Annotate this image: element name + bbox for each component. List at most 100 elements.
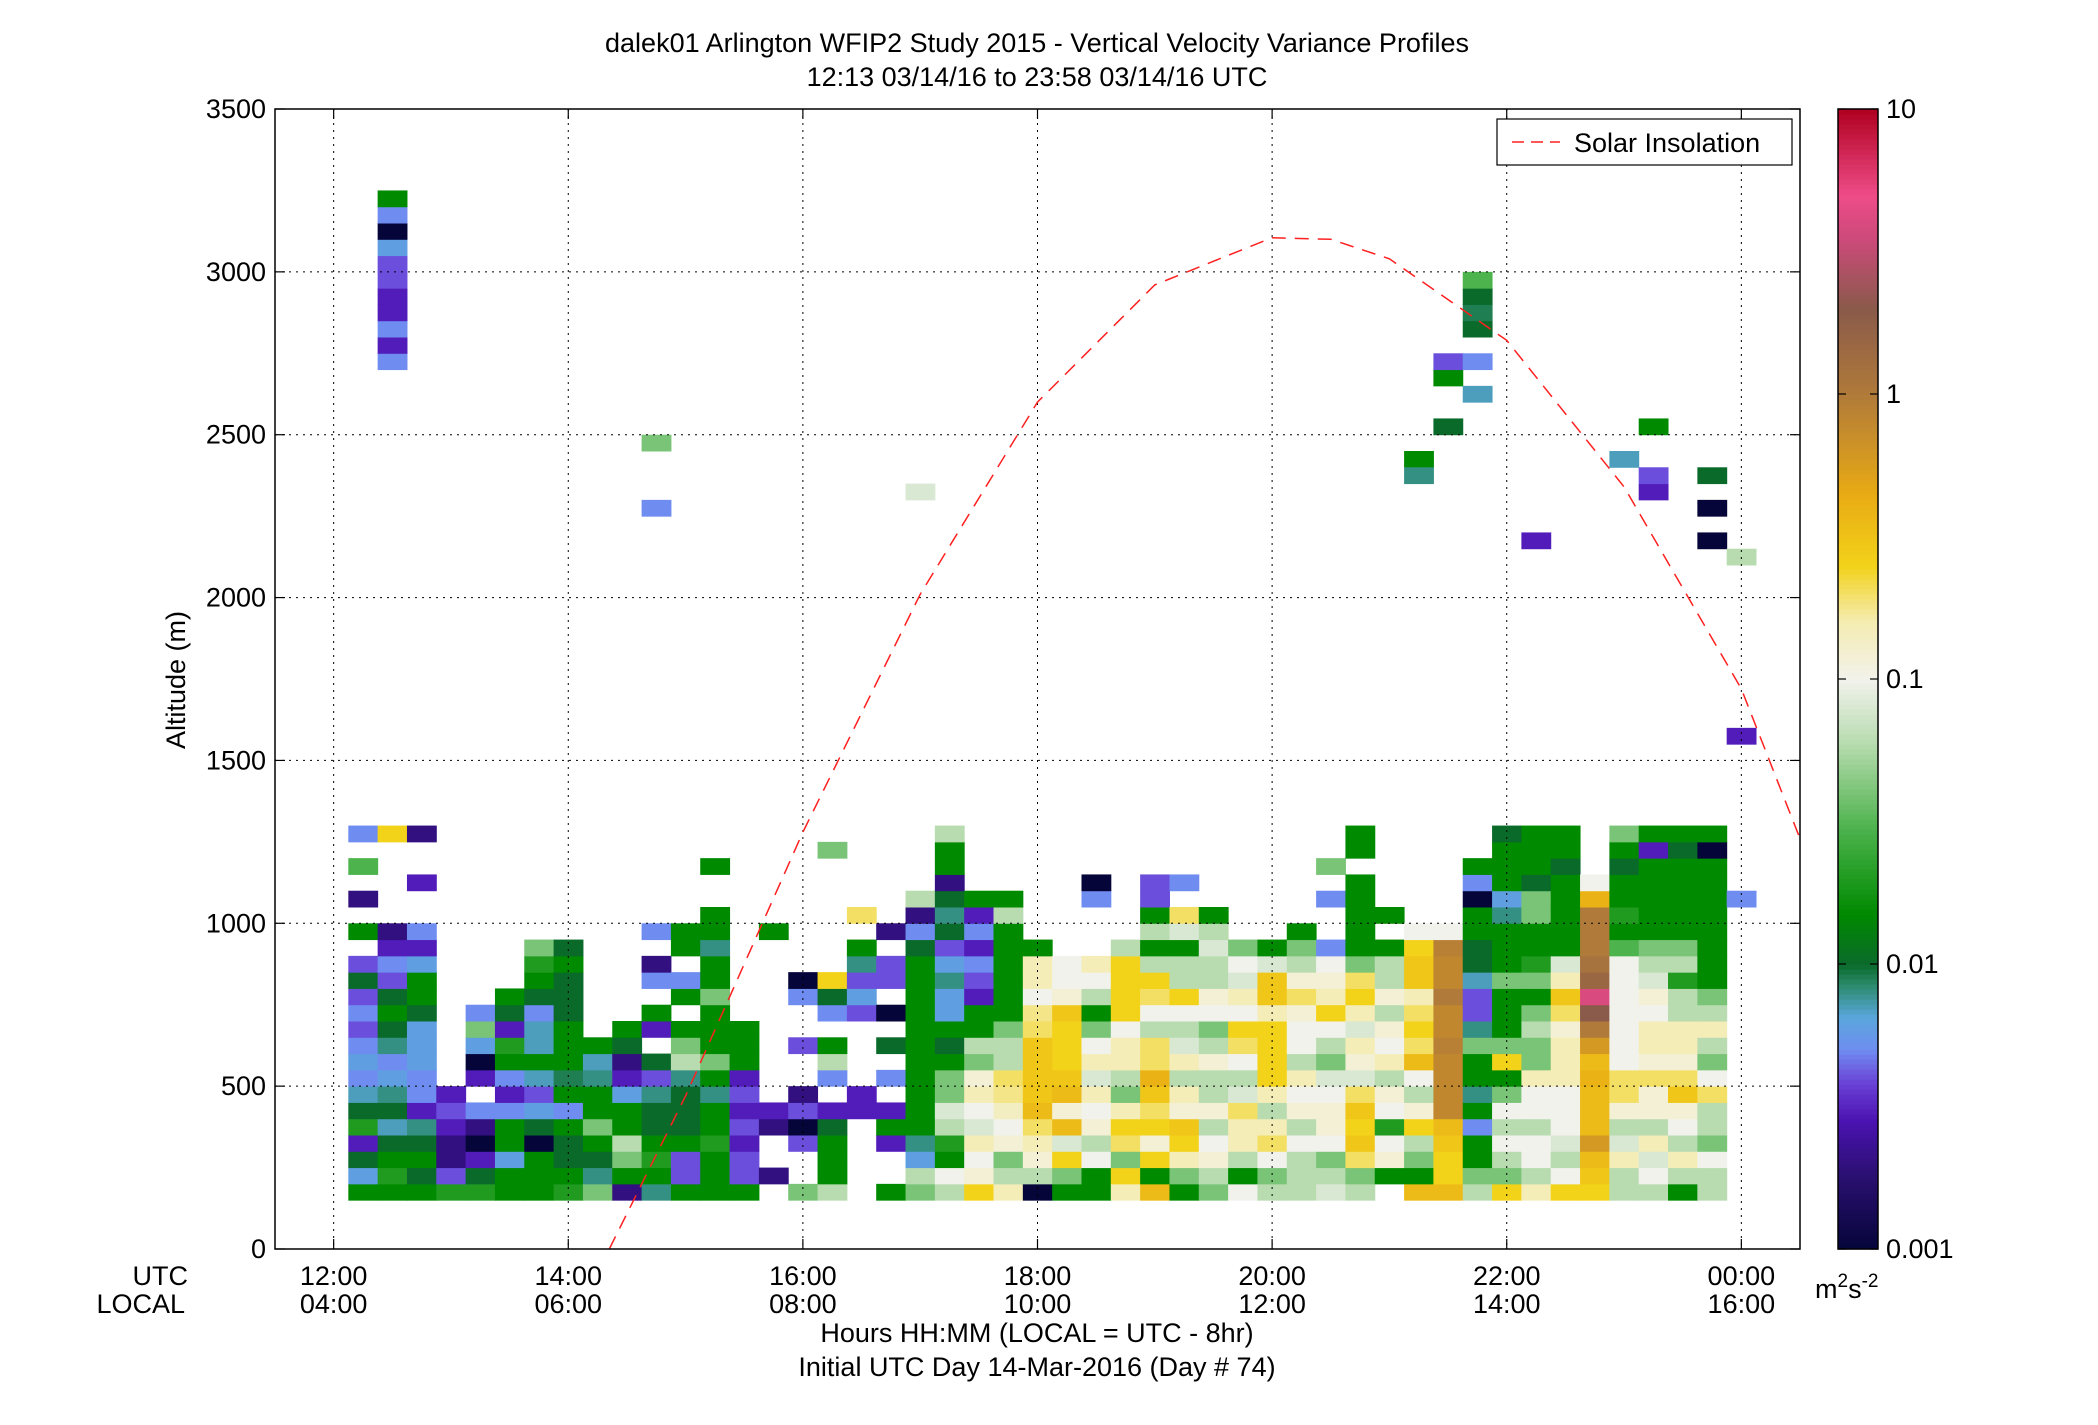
heatmap-cell (1140, 1183, 1170, 1201)
legend-label-solar: Solar Insolation (1574, 128, 1760, 158)
heatmap-cell (1286, 923, 1317, 941)
colorbar-band (1838, 1084, 1878, 1090)
heatmap-cell (1110, 1069, 1141, 1087)
colorbar-band (1838, 974, 1878, 980)
heatmap-cell (1404, 1037, 1434, 1055)
heatmap-cell (1609, 1118, 1640, 1136)
heatmap-cell (1433, 353, 1464, 371)
heatmap-cell (1374, 1086, 1405, 1103)
heatmap-cell (1140, 972, 1170, 989)
heatmap-cell (1580, 1135, 1610, 1152)
heatmap-cell (1286, 1086, 1317, 1103)
heatmap-cell (1580, 1167, 1610, 1185)
heatmap-cell (1580, 939, 1610, 957)
heatmap-cell (1374, 1069, 1405, 1087)
heatmap-cell (1052, 1053, 1082, 1071)
heatmap-cell (964, 1151, 995, 1169)
heatmap-cell (1668, 1069, 1698, 1087)
heatmap-cell (1668, 1037, 1698, 1055)
heatmap-cell (1198, 988, 1229, 1006)
heatmap-cell (1257, 972, 1288, 989)
heatmap-cell (934, 874, 965, 892)
heatmap-cell (934, 1069, 965, 1087)
heatmap-cell (876, 1135, 907, 1152)
heatmap-cell (1374, 1118, 1405, 1136)
colorbar-band (1838, 454, 1878, 460)
heatmap-cell (1521, 1102, 1552, 1120)
heatmap-cell (1345, 1053, 1376, 1071)
heatmap-cell (494, 1004, 525, 1022)
heatmap-cell (1198, 939, 1229, 957)
heatmap-cell (1374, 907, 1405, 924)
colorbar-band (1838, 764, 1878, 770)
heatmap-cell (1638, 1167, 1669, 1185)
heatmap-cell (1550, 988, 1581, 1006)
heatmap-cell (406, 1037, 437, 1055)
heatmap-cell (1492, 1135, 1522, 1152)
heatmap-cell (1198, 923, 1229, 941)
heatmap-cell (1697, 858, 1728, 875)
heatmap-cell (1110, 1004, 1141, 1022)
heatmap-cell (406, 923, 437, 941)
heatmap-cell (406, 1167, 437, 1185)
heatmap-cell (1521, 1135, 1552, 1152)
heatmap-cell (1228, 1167, 1258, 1185)
heatmap-cell (1169, 1118, 1200, 1136)
colorbar-band (1838, 634, 1878, 640)
heatmap-cell (788, 988, 819, 1006)
heatmap-cell (905, 955, 936, 973)
heatmap-cell (1345, 1102, 1376, 1120)
heatmap-cell (1257, 939, 1288, 957)
heatmap-cell (1110, 1086, 1141, 1103)
colorbar-unit-base: m (1815, 1274, 1838, 1304)
heatmap-cell (524, 1004, 555, 1022)
heatmap-cell (1286, 972, 1317, 989)
heatmap-cell (1492, 874, 1522, 892)
heatmap-cell (817, 1004, 848, 1022)
colorbar-band (1838, 579, 1878, 585)
heatmap-cell (1345, 1167, 1376, 1185)
heatmap-cell (1433, 988, 1464, 1006)
heatmap-cell (1462, 858, 1493, 875)
heatmap-cell (1198, 1004, 1229, 1022)
heatmap-cell (934, 841, 965, 859)
heatmap-cell (1521, 907, 1552, 924)
heatmap-cell (1316, 955, 1346, 973)
heatmap-cell (1492, 1086, 1522, 1103)
heatmap-cell (1609, 1069, 1640, 1087)
heatmap-cell (641, 1151, 672, 1169)
heatmap-cell (1638, 1053, 1669, 1071)
heatmap-cell (377, 1021, 408, 1038)
colorbar-band (1838, 1149, 1878, 1155)
colorbar-band (1838, 959, 1878, 965)
heatmap-cell (553, 939, 584, 957)
heatmap-cell (1404, 467, 1434, 485)
heatmap-cell (1697, 1021, 1728, 1038)
heatmap-cell (377, 1151, 408, 1169)
heatmap-cell (1052, 1151, 1082, 1169)
heatmap-cell (1404, 1118, 1434, 1136)
heatmap-cell (964, 988, 995, 1006)
colorbar-band (1838, 179, 1878, 185)
colorbar-band (1838, 184, 1878, 190)
colorbar-tick-label: 1 (1886, 379, 1901, 409)
heatmap-cell (1550, 1069, 1581, 1087)
heatmap-cell (1081, 972, 1112, 989)
heatmap-cell (1081, 1037, 1112, 1055)
heatmap-cell (1169, 907, 1200, 924)
colorbar-band (1838, 524, 1878, 530)
heatmap-cell (905, 939, 936, 957)
heatmap-cell (1697, 1151, 1728, 1169)
heatmap-cell (406, 1004, 437, 1022)
heatmap-cell (964, 907, 995, 924)
heatmap-cell (905, 1021, 936, 1038)
colorbar-band (1838, 394, 1878, 400)
heatmap-cell (1110, 1118, 1141, 1136)
heatmap-cell (993, 1053, 1024, 1071)
colorbar-band (1838, 134, 1878, 140)
heatmap-cell (1550, 1151, 1581, 1169)
heatmap-cell (1638, 858, 1669, 875)
heatmap-cell (670, 1102, 701, 1120)
colorbar-band (1838, 739, 1878, 745)
heatmap-cell (1404, 1053, 1434, 1071)
